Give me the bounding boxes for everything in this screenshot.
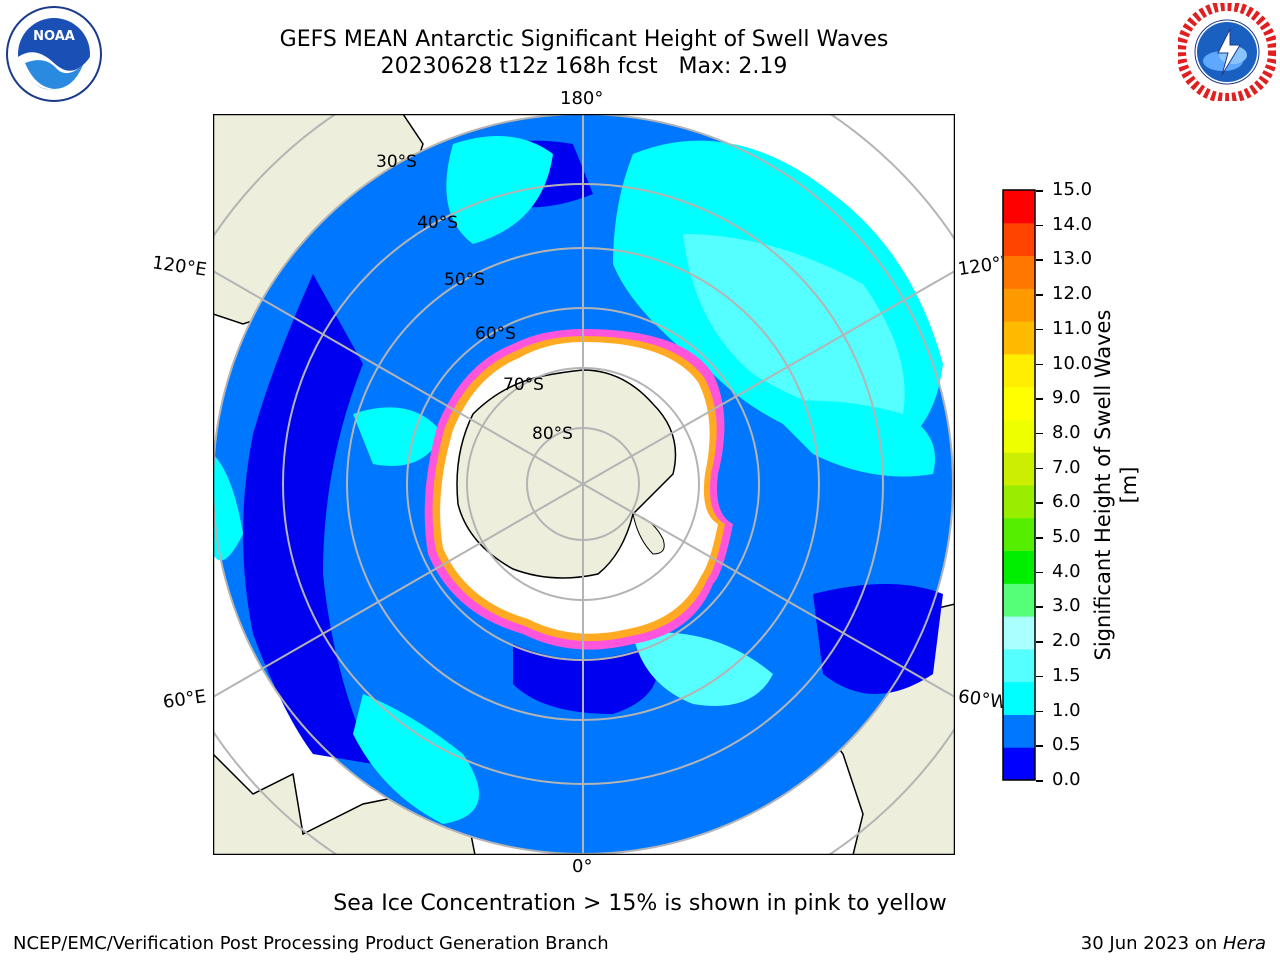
colorbar-segment xyxy=(1003,353,1035,388)
lon-label-60w: 60°W xyxy=(956,686,1005,714)
machine-name: Hera xyxy=(1222,933,1266,954)
lon-label-180: 180° xyxy=(560,88,604,109)
colorbar-tick-label: 9.0 xyxy=(1052,387,1081,409)
colorbar-tick-mark xyxy=(1036,224,1043,227)
colorbar-segment xyxy=(1003,517,1035,552)
colorbar-segment xyxy=(1003,583,1035,617)
lat-label-80s: 80°S xyxy=(532,424,573,444)
colorbar xyxy=(1002,189,1036,781)
colorbar-segment xyxy=(1003,616,1035,650)
colorbar-tick-mark xyxy=(1036,641,1043,643)
colorbar-tick-mark xyxy=(1036,675,1043,678)
colorbar-tick-label: 14.0 xyxy=(1052,213,1093,235)
colorbar-tick-mark xyxy=(1036,294,1043,296)
chart-title: GEFS MEAN Antarctic Significant Height o… xyxy=(279,27,889,52)
colorbar-segment xyxy=(1003,747,1035,781)
colorbar-tick-label: 0.5 xyxy=(1052,734,1081,756)
colorbar-tick-label: 4.0 xyxy=(1052,560,1081,582)
colorbar-tick-mark xyxy=(1036,710,1043,713)
colorbar-tick-mark xyxy=(1036,190,1043,192)
colorbar-tick-label: 13.0 xyxy=(1052,248,1093,270)
date-text: 30 Jun 2023 on xyxy=(1080,933,1223,954)
date-stamp: 30 Jun 2023 on Hera xyxy=(1081,933,1266,954)
credit-text: NCEP/EMC/Verification Post Processing Pr… xyxy=(13,933,609,954)
colorbar-segment xyxy=(1003,681,1035,715)
colorbar-tick-label: 3.0 xyxy=(1052,595,1081,617)
colorbar-tick-mark xyxy=(1036,259,1043,261)
colorbar-tick-label: 8.0 xyxy=(1052,421,1081,443)
colorbar-tick-label: 10.0 xyxy=(1052,352,1093,374)
lon-label-0: 0° xyxy=(572,856,593,877)
lat-label-60s: 60°S xyxy=(475,324,516,344)
colorbar-label: Significant Height of Swell Waves [m] xyxy=(1091,309,1141,661)
colorbar-tick-label: 6.0 xyxy=(1052,491,1081,513)
colorbar-tick-label: 1.0 xyxy=(1052,699,1081,721)
colorbar-tick-mark xyxy=(1036,432,1043,435)
colorbar-segment xyxy=(1003,452,1035,486)
polar-map xyxy=(213,114,955,855)
colorbar-tick-mark xyxy=(1036,745,1043,747)
lon-label-60e: 60°E xyxy=(161,686,208,713)
chart-subtitle: 20230628 t12z 168h fcst Max: 2.19 xyxy=(380,54,788,79)
colorbar-tick-mark xyxy=(1036,537,1043,539)
colorbar-tick-mark xyxy=(1036,328,1043,331)
colorbar-tick-mark xyxy=(1036,571,1043,574)
colorbar-tick-label: 0.0 xyxy=(1052,769,1081,790)
colorbar-tick-label: 5.0 xyxy=(1052,526,1081,548)
lat-label-70s: 70°S xyxy=(503,375,544,395)
colorbar-tick-mark xyxy=(1036,363,1043,366)
longitude-grid xyxy=(213,114,955,855)
lon-label-120e: 120°E xyxy=(150,252,208,281)
colorbar-segment xyxy=(1003,222,1035,257)
colorbar-tick-label: 15.0 xyxy=(1052,179,1093,200)
colorbar-segment xyxy=(1003,255,1035,289)
colorbar-segment xyxy=(1003,321,1035,355)
colorbar-frame xyxy=(1002,189,1036,781)
lon-label-120w: 120°W xyxy=(956,253,1005,281)
colorbar-segment xyxy=(1003,648,1035,683)
colorbar-tick-label: 11.0 xyxy=(1052,317,1093,339)
colorbar-segment xyxy=(1003,485,1035,519)
lat-label-40s: 40°S xyxy=(418,214,458,232)
colorbar-tick-label: 2.0 xyxy=(1052,630,1081,652)
colorbar-segment xyxy=(1003,288,1035,322)
noaa-logo-icon: NOAA xyxy=(6,6,102,102)
map-frame xyxy=(213,114,955,855)
svg-text:NOAA: NOAA xyxy=(33,29,75,44)
sea-ice-note: Sea Ice Concentration > 15% is shown in … xyxy=(333,891,947,916)
colorbar-tick-mark xyxy=(1036,467,1043,470)
colorbar-tick-label: 1.5 xyxy=(1052,664,1081,686)
nws-logo-icon xyxy=(1178,3,1276,101)
colorbar-segment xyxy=(1003,386,1035,420)
colorbar-segment xyxy=(1003,419,1035,453)
colorbar-segment xyxy=(1003,550,1035,584)
colorbar-tick-label: 7.0 xyxy=(1052,456,1081,478)
lat-label-30s: 30°S xyxy=(376,152,417,172)
colorbar-tick-mark xyxy=(1036,502,1043,504)
colorbar-tick-mark xyxy=(1036,606,1043,608)
colorbar-tick-mark xyxy=(1036,780,1043,782)
colorbar-tick-mark xyxy=(1036,398,1043,400)
colorbar-tick-label: 12.0 xyxy=(1052,283,1093,305)
colorbar-segment xyxy=(1003,714,1035,748)
colorbar-segment xyxy=(1003,190,1035,224)
lat-label-50s: 50°S xyxy=(444,270,485,290)
